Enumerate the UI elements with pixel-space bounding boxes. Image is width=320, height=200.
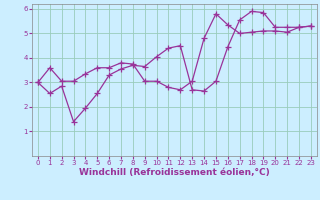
X-axis label: Windchill (Refroidissement éolien,°C): Windchill (Refroidissement éolien,°C)	[79, 168, 270, 177]
